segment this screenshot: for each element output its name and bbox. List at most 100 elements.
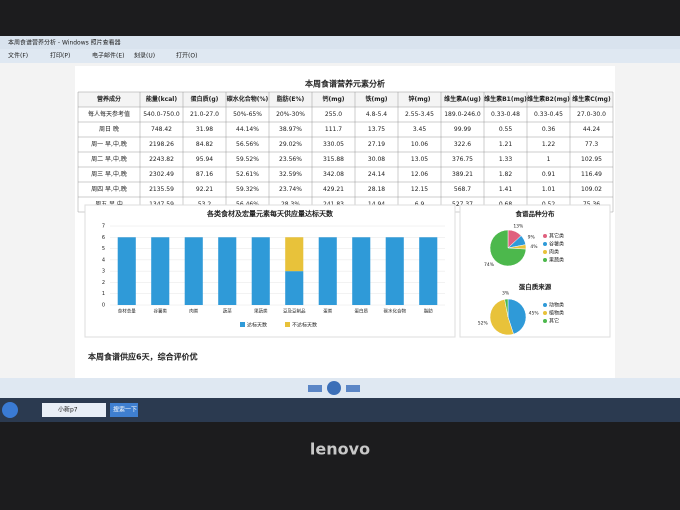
y-tick-label: 6 <box>102 235 105 241</box>
bar <box>218 237 237 305</box>
pie-slice <box>504 298 509 318</box>
table-cell: 44.14% <box>236 126 259 133</box>
pie-label: 45% <box>529 311 540 317</box>
y-tick-label: 5 <box>102 246 105 252</box>
menu-item[interactable]: 文件(F) <box>8 52 28 60</box>
table-cell: 540.0-750.0 <box>143 111 180 118</box>
x-tick-label: 谷薯类 <box>154 308 168 315</box>
table-cell: 568.7 <box>454 186 471 193</box>
legend-swatch <box>543 258 547 262</box>
bar <box>151 237 170 305</box>
y-tick-label: 2 <box>102 280 105 286</box>
y-tick-label: 0 <box>102 303 105 309</box>
doc-title: 本周食谱营养元素分析 <box>304 79 385 89</box>
table-cell: 周四 早,中,晚 <box>91 185 127 193</box>
table-cell: 77.3 <box>585 141 599 148</box>
chart-title: 食谱品种分布 <box>515 209 556 218</box>
table-header: 铁(mg) <box>365 95 387 103</box>
legend-label: 达标天数 <box>247 322 267 329</box>
prev-button[interactable] <box>308 385 322 392</box>
table-cell: 2.55-3.45 <box>405 111 434 118</box>
pie-label: 3% <box>502 291 510 297</box>
table-cell: 0.36 <box>542 126 556 133</box>
table-cell: 1.22 <box>542 141 556 148</box>
table-cell: 99.99 <box>454 126 471 133</box>
window-title: 本周食谱营养分析 - Windows 照片查看器 <box>8 39 121 47</box>
pie-label: 4% <box>530 244 538 250</box>
table-header: 营养成分 <box>97 95 121 103</box>
table-cell: 330.05 <box>323 141 344 148</box>
pie-label: 13% <box>513 223 524 229</box>
legend-label: 不达标天数 <box>292 322 317 329</box>
table-cell: 116.49 <box>581 171 602 178</box>
table: 营养成分 能量(kcal) 蛋白质(g) 碳水化合物(%) 脂肪(E%) 钙(mg) 铁(m… <box>77 91 614 213</box>
table-cell: 111.7 <box>325 126 342 133</box>
bar <box>385 237 404 305</box>
bar <box>285 237 304 272</box>
legend-label: 其它类 <box>549 233 564 240</box>
task-label: 搜索一下 <box>113 406 137 414</box>
legend-swatch <box>543 303 547 307</box>
table-cell: 28.18 <box>368 186 385 193</box>
table-header: 维生素B2(mg) <box>527 95 570 103</box>
task-item[interactable] <box>42 403 106 417</box>
table-cell: 23.74% <box>279 186 302 193</box>
table-cell: 1.82 <box>499 171 513 178</box>
table-cell: 4.8-5.4 <box>366 111 387 118</box>
table-cell: 29.02% <box>279 141 302 148</box>
table-cell: 13.05 <box>411 156 428 163</box>
table-cell: 周二 早,中,晚 <box>91 155 127 163</box>
table-cell: 1 <box>547 156 551 163</box>
table-cell: 56.56% <box>236 141 259 148</box>
table-cell: 27.0-30.0 <box>577 111 606 118</box>
legend-swatch <box>240 322 245 327</box>
menu-item[interactable]: 电子邮件(E) <box>92 52 124 60</box>
y-tick-label: 4 <box>102 257 105 263</box>
table-header: 蛋白质(g) <box>190 95 219 103</box>
legend-swatch <box>543 242 547 246</box>
table-cell: 189.0-246.0 <box>444 111 481 118</box>
table-cell: 322.6 <box>454 141 471 148</box>
table-cell: 389.21 <box>452 171 473 178</box>
y-tick-label: 3 <box>102 269 105 275</box>
bar <box>117 237 136 305</box>
table-header: 能量(kcal) <box>146 95 177 103</box>
table-cell: 59.52% <box>236 156 259 163</box>
menu-item[interactable]: 打开(O) <box>176 52 197 60</box>
table-cell: 12.15 <box>411 186 428 193</box>
legend-swatch <box>543 319 547 323</box>
summary: 本周食谱供应6天，综合评价优 <box>87 352 198 362</box>
menu-item[interactable]: 打印(P) <box>50 52 70 60</box>
pie-panel <box>459 204 611 338</box>
menu-item[interactable]: 刻录(U) <box>134 52 155 60</box>
pie-label: 9% <box>528 235 536 241</box>
slideshow-button[interactable] <box>327 381 341 395</box>
table-cell: 59.32% <box>236 186 259 193</box>
pie-slice <box>489 299 514 336</box>
table-cell: 2135.59 <box>149 186 174 193</box>
table-cell: 周五 早,中 <box>95 200 123 208</box>
start-button[interactable] <box>2 402 18 418</box>
next-button[interactable] <box>346 385 360 392</box>
task-item[interactable] <box>110 403 138 417</box>
table-cell: 23.56% <box>279 156 302 163</box>
table-cell: 30.08 <box>368 156 385 163</box>
table-cell: 24.14 <box>368 171 385 178</box>
x-tick-label: 蔬菜 <box>223 308 232 315</box>
table-cell: 748.42 <box>151 126 172 133</box>
table-cell: 1.01 <box>542 186 556 193</box>
table-cell: 50%-65% <box>233 111 262 118</box>
table-cell: 429.21 <box>323 186 344 193</box>
table-cell: 21.0-27.0 <box>190 111 219 118</box>
table-cell: 0.91 <box>542 171 556 178</box>
legend-swatch <box>543 234 547 238</box>
legend-label: 肉类 <box>549 249 559 256</box>
x-tick-label: 豆及豆制品 <box>283 308 306 315</box>
table-cell: 1.33 <box>499 156 513 163</box>
table-header: 钙(mg) <box>322 95 344 103</box>
table-cell: 0.55 <box>499 126 513 133</box>
x-tick-label: 蛋类 <box>323 308 332 315</box>
table-cell: 92.21 <box>196 186 213 193</box>
